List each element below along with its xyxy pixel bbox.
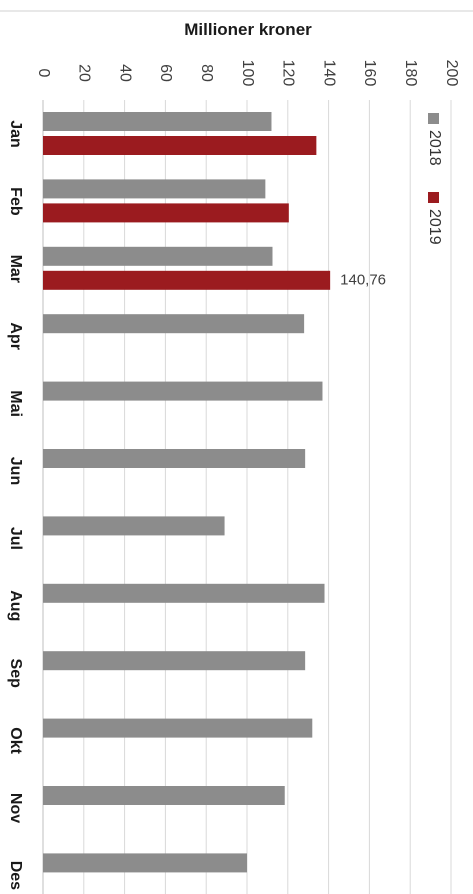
bar-2018-Mai: [43, 381, 323, 401]
data-label: 140,76: [340, 271, 386, 288]
bar-2018-Okt: [43, 718, 313, 738]
category-label: Nov: [7, 793, 24, 823]
bar-2018-Des: [43, 853, 247, 873]
value-tick-label: 180: [402, 60, 419, 87]
value-tick-label: 60: [157, 64, 174, 82]
category-label: Mai: [7, 390, 24, 417]
bars: [43, 112, 331, 873]
value-tick-label: 120: [280, 60, 297, 87]
gridlines: [42, 100, 452, 894]
category-label: Aug: [7, 590, 24, 621]
value-tick-label: 20: [76, 64, 93, 82]
category-label: Okt: [7, 727, 24, 754]
value-tick-label: 160: [361, 60, 378, 87]
legend-swatch: [428, 192, 439, 203]
bar-2018-Jan: [43, 112, 272, 131]
bar-2018-Sep: [43, 651, 306, 671]
value-tick-label: 140: [320, 60, 337, 87]
category-label: Feb: [7, 187, 24, 216]
legend-label: 2019: [426, 209, 443, 245]
bar-2019-Feb: [43, 203, 289, 223]
value-axis-ticks: 0 20 40 60 80 100 120 140 160 180 200: [35, 60, 460, 87]
chart-title: Millioner kroner: [184, 20, 312, 39]
bar-2018-Nov: [43, 786, 285, 805]
bar-2018-Jun: [43, 449, 306, 468]
category-label: Des: [7, 861, 24, 890]
legend: 2018 2019: [426, 113, 443, 245]
bar-2019-Mar: [43, 270, 331, 290]
value-tick-label: 40: [116, 64, 133, 82]
legend-swatch: [428, 113, 439, 124]
bar-2018-Aug: [43, 583, 325, 603]
category-label: Jun: [7, 457, 24, 485]
bar-2018-Mar: [43, 246, 273, 266]
bar-2018-Feb: [43, 179, 266, 199]
legend-label: 2018: [426, 130, 443, 166]
data-labels: 140,76: [340, 271, 386, 288]
value-tick-label: 100: [239, 60, 256, 87]
bar-2018-Apr: [43, 314, 305, 334]
value-tick-label: 80: [198, 64, 215, 82]
value-tick-label: 0: [35, 69, 52, 78]
category-label: Jan: [7, 120, 24, 148]
category-label: Apr: [7, 322, 24, 350]
bar-2019-Jan: [43, 136, 317, 155]
value-tick-label: 200: [443, 60, 460, 87]
category-label: Jul: [7, 527, 24, 550]
bar-2018-Jul: [43, 516, 225, 536]
category-label: Mar: [7, 255, 24, 283]
category-labels: Jan Feb Mar Apr Mai Jun Jul Aug Sep Okt Nov Des: [7, 120, 24, 890]
category-label: Sep: [7, 659, 24, 689]
